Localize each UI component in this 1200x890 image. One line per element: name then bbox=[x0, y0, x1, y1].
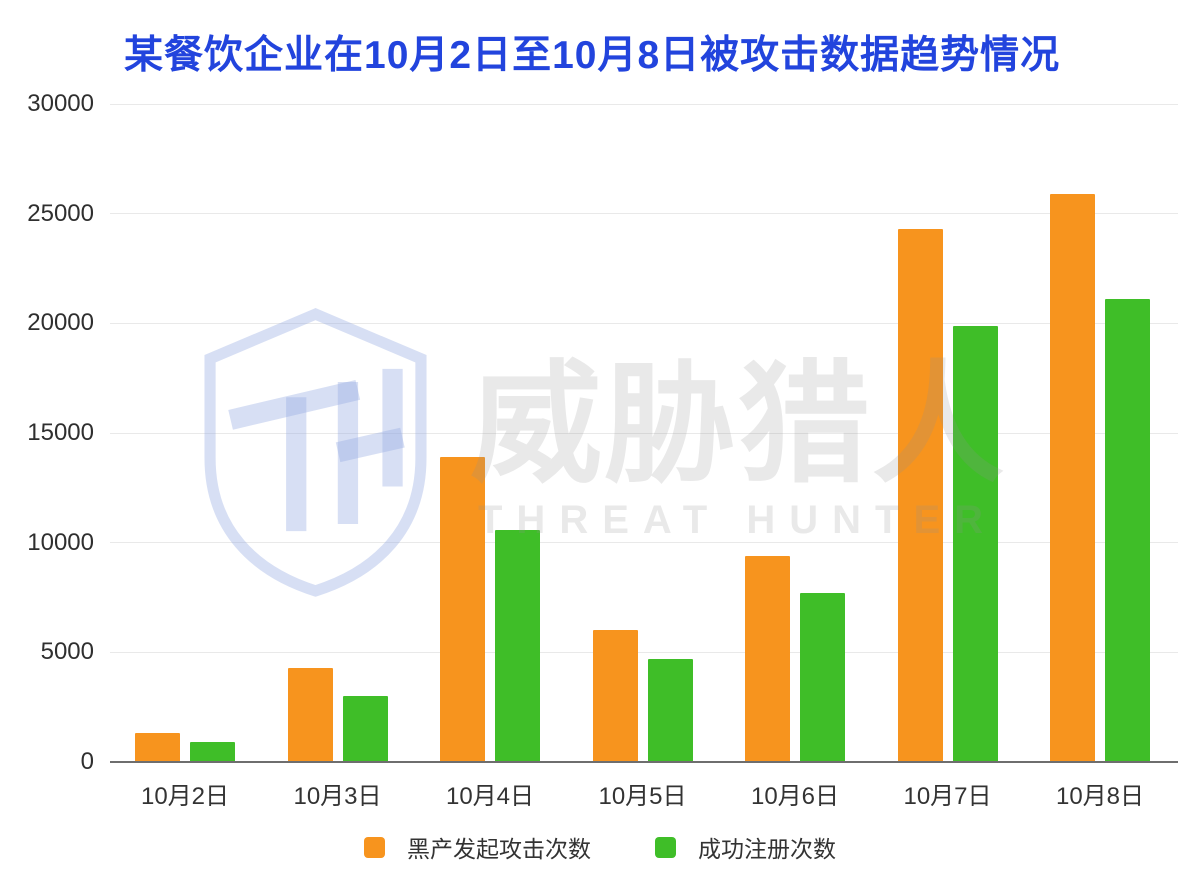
x-axis-line bbox=[110, 761, 1178, 763]
bar-attacks-10月8日 bbox=[1050, 193, 1095, 762]
bar-attacks-10月6日 bbox=[745, 555, 790, 762]
x-tick-label-10月3日: 10月3日 bbox=[293, 783, 382, 810]
y-tick-label-10000: 10000 bbox=[27, 528, 94, 556]
bar-registrations-10月4日 bbox=[495, 529, 540, 762]
bar-attacks-10月4日 bbox=[440, 457, 485, 762]
y-tick-label-30000: 30000 bbox=[27, 90, 94, 117]
gridline-20000 bbox=[110, 322, 1178, 324]
y-tick-label-20000: 20000 bbox=[27, 309, 94, 337]
y-tick-label-5000: 5000 bbox=[40, 638, 94, 666]
x-tick-label-10月7日: 10月7日 bbox=[903, 783, 992, 810]
legend-swatch-attacks bbox=[364, 836, 385, 858]
x-tick-label-10月4日: 10月4日 bbox=[445, 783, 535, 810]
bar-registrations-10月6日 bbox=[800, 593, 845, 762]
x-tick-label-10月6日: 10月6日 bbox=[750, 783, 840, 810]
gridline-25000 bbox=[110, 213, 1178, 215]
y-tick-label-15000: 15000 bbox=[27, 419, 94, 446]
bar-registrations-10月8日 bbox=[1105, 299, 1150, 762]
gridline-30000 bbox=[110, 103, 1178, 105]
bar-registrations-10月3日 bbox=[342, 696, 388, 762]
legend-item-attacks: 黑产发起攻击次数 bbox=[364, 830, 591, 864]
x-tick-label-10月2日: 10月2日 bbox=[140, 783, 230, 810]
gridline-5000 bbox=[110, 651, 1178, 653]
legend: 黑产发起攻击次数 成功注册次数 bbox=[0, 830, 1200, 864]
bar-attacks-10月5日 bbox=[592, 630, 638, 762]
bar-registrations-10月5日 bbox=[647, 658, 693, 762]
bar-registrations-10月2日 bbox=[190, 742, 235, 762]
bar-registrations-10月7日 bbox=[952, 325, 998, 762]
legend-label-registrations: 成功注册次数 bbox=[698, 836, 836, 862]
page-title: 某餐饮企业在10月2日至10月8日被攻击数据趋势情况 bbox=[124, 34, 1061, 77]
x-tick-label-10月8日: 10月8日 bbox=[1055, 783, 1145, 810]
x-tick-label-10月5日: 10月5日 bbox=[598, 783, 687, 810]
bar-attacks-10月7日 bbox=[897, 229, 943, 762]
gridline-10000 bbox=[110, 542, 1178, 544]
gridline-15000 bbox=[110, 432, 1178, 434]
bar-attacks-10月2日 bbox=[135, 733, 180, 762]
legend-swatch-registrations bbox=[655, 836, 676, 858]
legend-item-registrations: 成功注册次数 bbox=[655, 830, 836, 864]
bar-attacks-10月3日 bbox=[287, 667, 333, 762]
y-tick-label-0: 0 bbox=[80, 748, 94, 775]
y-tick-label-25000: 25000 bbox=[27, 199, 94, 227]
legend-label-attacks: 黑产发起攻击次数 bbox=[407, 836, 591, 862]
